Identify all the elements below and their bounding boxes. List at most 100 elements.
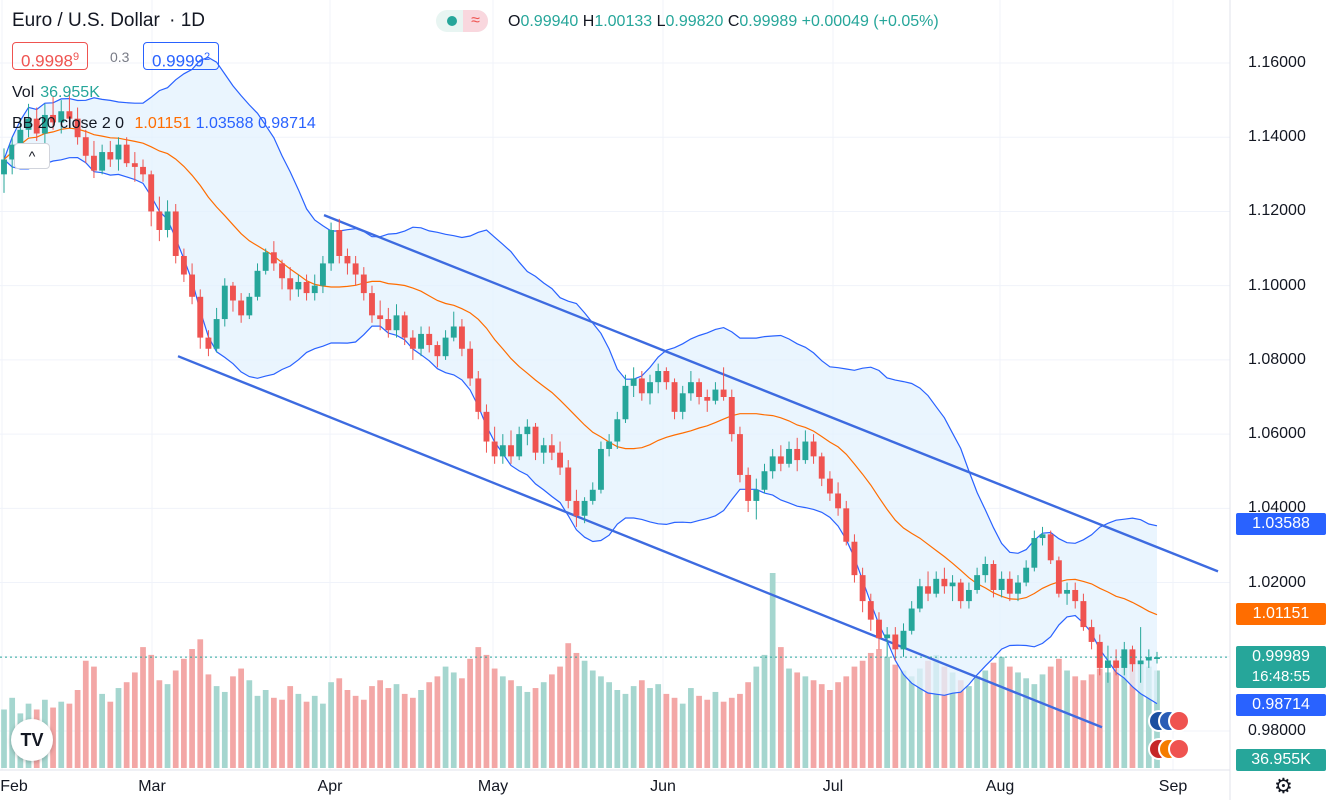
- volume-bar: [933, 654, 940, 768]
- candle-body: [867, 601, 874, 620]
- volume-bar: [230, 676, 236, 768]
- channel-lines[interactable]: [177, 214, 1219, 729]
- volume-bar: [1113, 664, 1119, 768]
- bb-lower-tag: 0.98714: [1236, 694, 1326, 716]
- bb-basis-value: 1.01151: [134, 115, 192, 132]
- volume-bar: [900, 670, 907, 768]
- candle-body: [442, 337, 449, 357]
- change-value: +0.00049 (+0.05%): [801, 13, 939, 30]
- close-value: 0.99989: [739, 13, 798, 30]
- candle-body: [802, 441, 809, 461]
- volume-bar: [688, 688, 694, 768]
- volume-bar: [941, 666, 948, 768]
- symbol-legend[interactable]: Euro / U.S. Dollar · 1D: [12, 10, 205, 32]
- candle-body: [213, 319, 220, 349]
- candle-body: [499, 445, 506, 457]
- candle-body: [818, 456, 825, 479]
- tradingview-logo-icon[interactable]: TV: [11, 719, 53, 761]
- time-tick-label: Sep: [1158, 778, 1188, 795]
- volume-bar: [843, 676, 850, 768]
- candle-body: [1104, 660, 1111, 668]
- candle-body: [990, 564, 997, 590]
- candle-body: [336, 230, 343, 256]
- candle-body: [965, 589, 972, 602]
- volume-bar: [540, 682, 547, 768]
- candle-body: [565, 467, 572, 501]
- volume-bar: [66, 703, 73, 768]
- candle-body: [197, 296, 204, 338]
- volume-bar: [213, 686, 220, 768]
- volume-bar: [115, 688, 122, 768]
- volume-bar: [1072, 676, 1079, 768]
- volume-bar: [777, 647, 784, 768]
- volume-bar: [369, 686, 375, 768]
- volume-bar: [1088, 674, 1095, 768]
- close-label: C: [727, 13, 740, 30]
- gear-icon[interactable]: ⚙: [1274, 775, 1293, 798]
- channel-lower-line: [177, 355, 1103, 729]
- volume-bar: [467, 658, 473, 768]
- chevron-up-icon: ^: [28, 148, 36, 164]
- candle-body: [1, 159, 7, 175]
- volume-bar: [769, 573, 776, 768]
- time-tick-label: Jun: [650, 778, 676, 795]
- candle-body: [1031, 538, 1038, 568]
- bid-price: 0.9998: [21, 51, 73, 71]
- candle-body: [957, 582, 964, 602]
- bb-basis-tag: 1.01151: [1236, 603, 1326, 625]
- volume-legend[interactable]: Vol 36.955K: [12, 84, 100, 102]
- volume-bar: [704, 699, 711, 768]
- candle-body: [859, 575, 866, 602]
- candle-body: [164, 211, 171, 230]
- collapse-legend-button[interactable]: ^: [14, 143, 50, 169]
- volume-bar: [737, 693, 743, 768]
- volume-bar: [647, 688, 653, 768]
- bollinger-bands: [3, 56, 1158, 705]
- time-tick-label: Feb: [0, 778, 28, 795]
- candle-body: [287, 278, 294, 290]
- eu-event-icon-2[interactable]: [1168, 710, 1190, 732]
- candle-body: [1064, 589, 1070, 594]
- volume-bar: [303, 701, 310, 768]
- candlesticks[interactable]: [1, 88, 1160, 683]
- candle-body: [1145, 657, 1152, 661]
- sell-price-button[interactable]: 0.99989: [12, 42, 89, 71]
- volume-bar: [1015, 672, 1021, 768]
- buy-price-button[interactable]: 0.99992: [143, 42, 220, 71]
- candle-body: [426, 333, 433, 346]
- volume-bar: [1137, 660, 1144, 768]
- volume-bar: [483, 654, 490, 768]
- ohlc-values: O0.99940 H1.00133 L0.99820 C0.99989 +0.0…: [508, 13, 939, 31]
- volume-bar: [58, 701, 65, 768]
- volume-bar: [164, 684, 171, 768]
- candle-body: [418, 333, 424, 349]
- symbol-name[interactable]: Euro / U.S. Dollar: [12, 10, 160, 31]
- us-event-icon-2[interactable]: [1168, 738, 1190, 760]
- time-tick-label: Apr: [317, 778, 343, 795]
- candle-body: [728, 397, 735, 435]
- candle-body: [385, 319, 392, 331]
- volume-bar: [1096, 668, 1103, 768]
- volume-bar: [581, 660, 588, 768]
- volume-bar: [344, 690, 351, 768]
- candle-body: [1047, 534, 1054, 561]
- candle-body: [1006, 578, 1013, 594]
- volume-bar: [221, 691, 228, 768]
- volume-bar: [966, 686, 972, 768]
- volume-bar: [524, 691, 531, 768]
- volume-bar: [156, 680, 163, 768]
- bollinger-legend[interactable]: BB 20 close 2 0 1.01151 1.03588 0.98714: [12, 115, 316, 133]
- market-status-pill[interactable]: ≈: [436, 10, 488, 32]
- candle-body: [508, 445, 514, 457]
- bb-lower-value: 0.98714: [257, 115, 316, 132]
- volume-bar: [835, 682, 841, 768]
- timeframe-label[interactable]: 1D: [180, 10, 206, 31]
- candle-body: [761, 471, 768, 490]
- price-tick-label: 1.06000: [1248, 425, 1306, 443]
- candle-body: [622, 385, 629, 420]
- candle-body: [377, 315, 384, 320]
- candle-body: [1023, 567, 1030, 583]
- candle-body: [1154, 657, 1160, 660]
- candle-body: [941, 578, 948, 587]
